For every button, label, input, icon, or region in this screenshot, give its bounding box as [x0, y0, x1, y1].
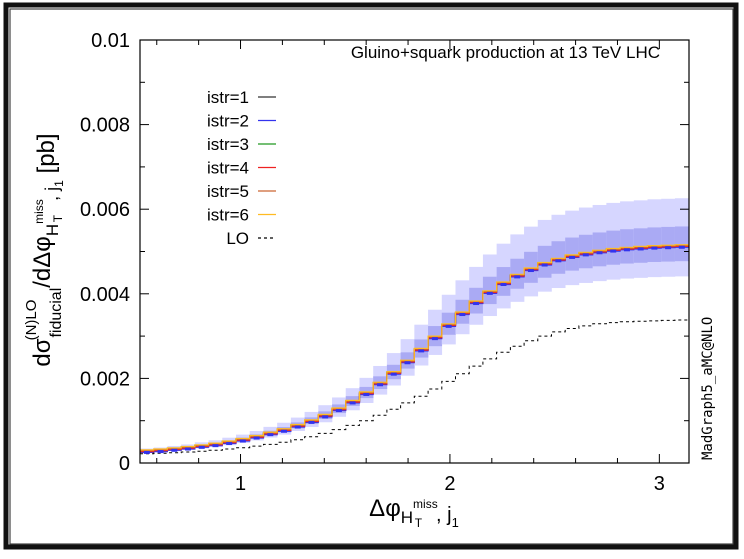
- band-inner-bin: [551, 241, 566, 274]
- xlabel-miss: miss: [413, 497, 438, 511]
- legend-label: istr=1: [207, 88, 249, 107]
- legend-label: istr=4: [207, 159, 249, 178]
- legend: istr=1 istr=2 istr=3 istr=4 istr=5 istr=6 LO: [207, 88, 276, 248]
- xlabel-tail: , j: [436, 504, 452, 526]
- x-tick-label: 2: [444, 473, 455, 495]
- xlabel-t: T: [415, 516, 423, 530]
- frame-border-inner: [9, 8, 734, 545]
- band-inner-bin: [524, 251, 539, 283]
- xlabel-h-sub: H: [401, 508, 413, 527]
- ylabel-h-sub: H: [43, 224, 62, 236]
- series-line-istr-6: [140, 244, 689, 451]
- series-lines: [140, 244, 689, 455]
- y-tick-label: 0.004: [80, 284, 130, 306]
- x-axis-label: ΔφHmiss T , j1: [369, 495, 459, 530]
- x-tick-label: 3: [654, 473, 665, 495]
- axis-ticks: 0 0.002 0.004 0.006 0.008 0.01 1 2 3: [80, 30, 689, 495]
- y-tick-label: 0.006: [80, 199, 130, 221]
- y-tick-label: 0: [119, 453, 130, 475]
- chart-title: Gluino+squark production at 13 TeV LHC: [351, 43, 660, 62]
- legend-label: istr=5: [207, 182, 249, 201]
- ylabel-superscript: (N)LO: [23, 300, 40, 341]
- frame-border: [3, 2, 739, 550]
- y-tick-label: 0.008: [80, 115, 130, 137]
- ylabel-middle: /dΔφ: [29, 236, 56, 288]
- xlabel-main: Δφ: [369, 495, 401, 522]
- band-inner-bin: [592, 232, 607, 267]
- uncertainty-bands: [140, 198, 689, 453]
- y-tick-label: 0.002: [80, 368, 130, 390]
- band-inner-bin: [647, 227, 662, 262]
- ylabel-unit: [pb]: [33, 133, 60, 180]
- legend-label: LO: [226, 229, 249, 248]
- ylabel-t: T: [51, 214, 65, 222]
- band-inner-bin: [565, 237, 580, 271]
- watermark-text: MadGraph5_aMC@NLO: [700, 317, 716, 460]
- y-axis-label: dσ(N)LO fiducial/dΔφHmiss T , j1 [pb]: [23, 133, 66, 366]
- band-inner-bin: [633, 228, 648, 263]
- band-inner-bin: [661, 226, 676, 262]
- ylabel-tail-sub: 1: [52, 180, 66, 187]
- band-inner-bin: [537, 245, 552, 278]
- ylabel-main: dσ: [29, 338, 56, 366]
- band-inner-bin: [578, 234, 593, 269]
- series-lo-line: [140, 319, 689, 455]
- ylabel-subscript: fiducial: [48, 288, 65, 338]
- xlabel-tail-sub: 1: [452, 515, 459, 530]
- band-inner-bin: [620, 229, 635, 264]
- legend-label: istr=6: [207, 206, 249, 225]
- band-inner-bin: [606, 230, 621, 265]
- x-tick-label: 1: [235, 473, 246, 495]
- band-inner-bin: [674, 226, 689, 262]
- legend-label: istr=3: [207, 135, 249, 154]
- ylabel-tail: , j: [42, 187, 62, 201]
- y-tick-label: 0.01: [91, 30, 130, 52]
- legend-label: istr=2: [207, 112, 249, 131]
- ylabel-miss: miss: [32, 199, 46, 224]
